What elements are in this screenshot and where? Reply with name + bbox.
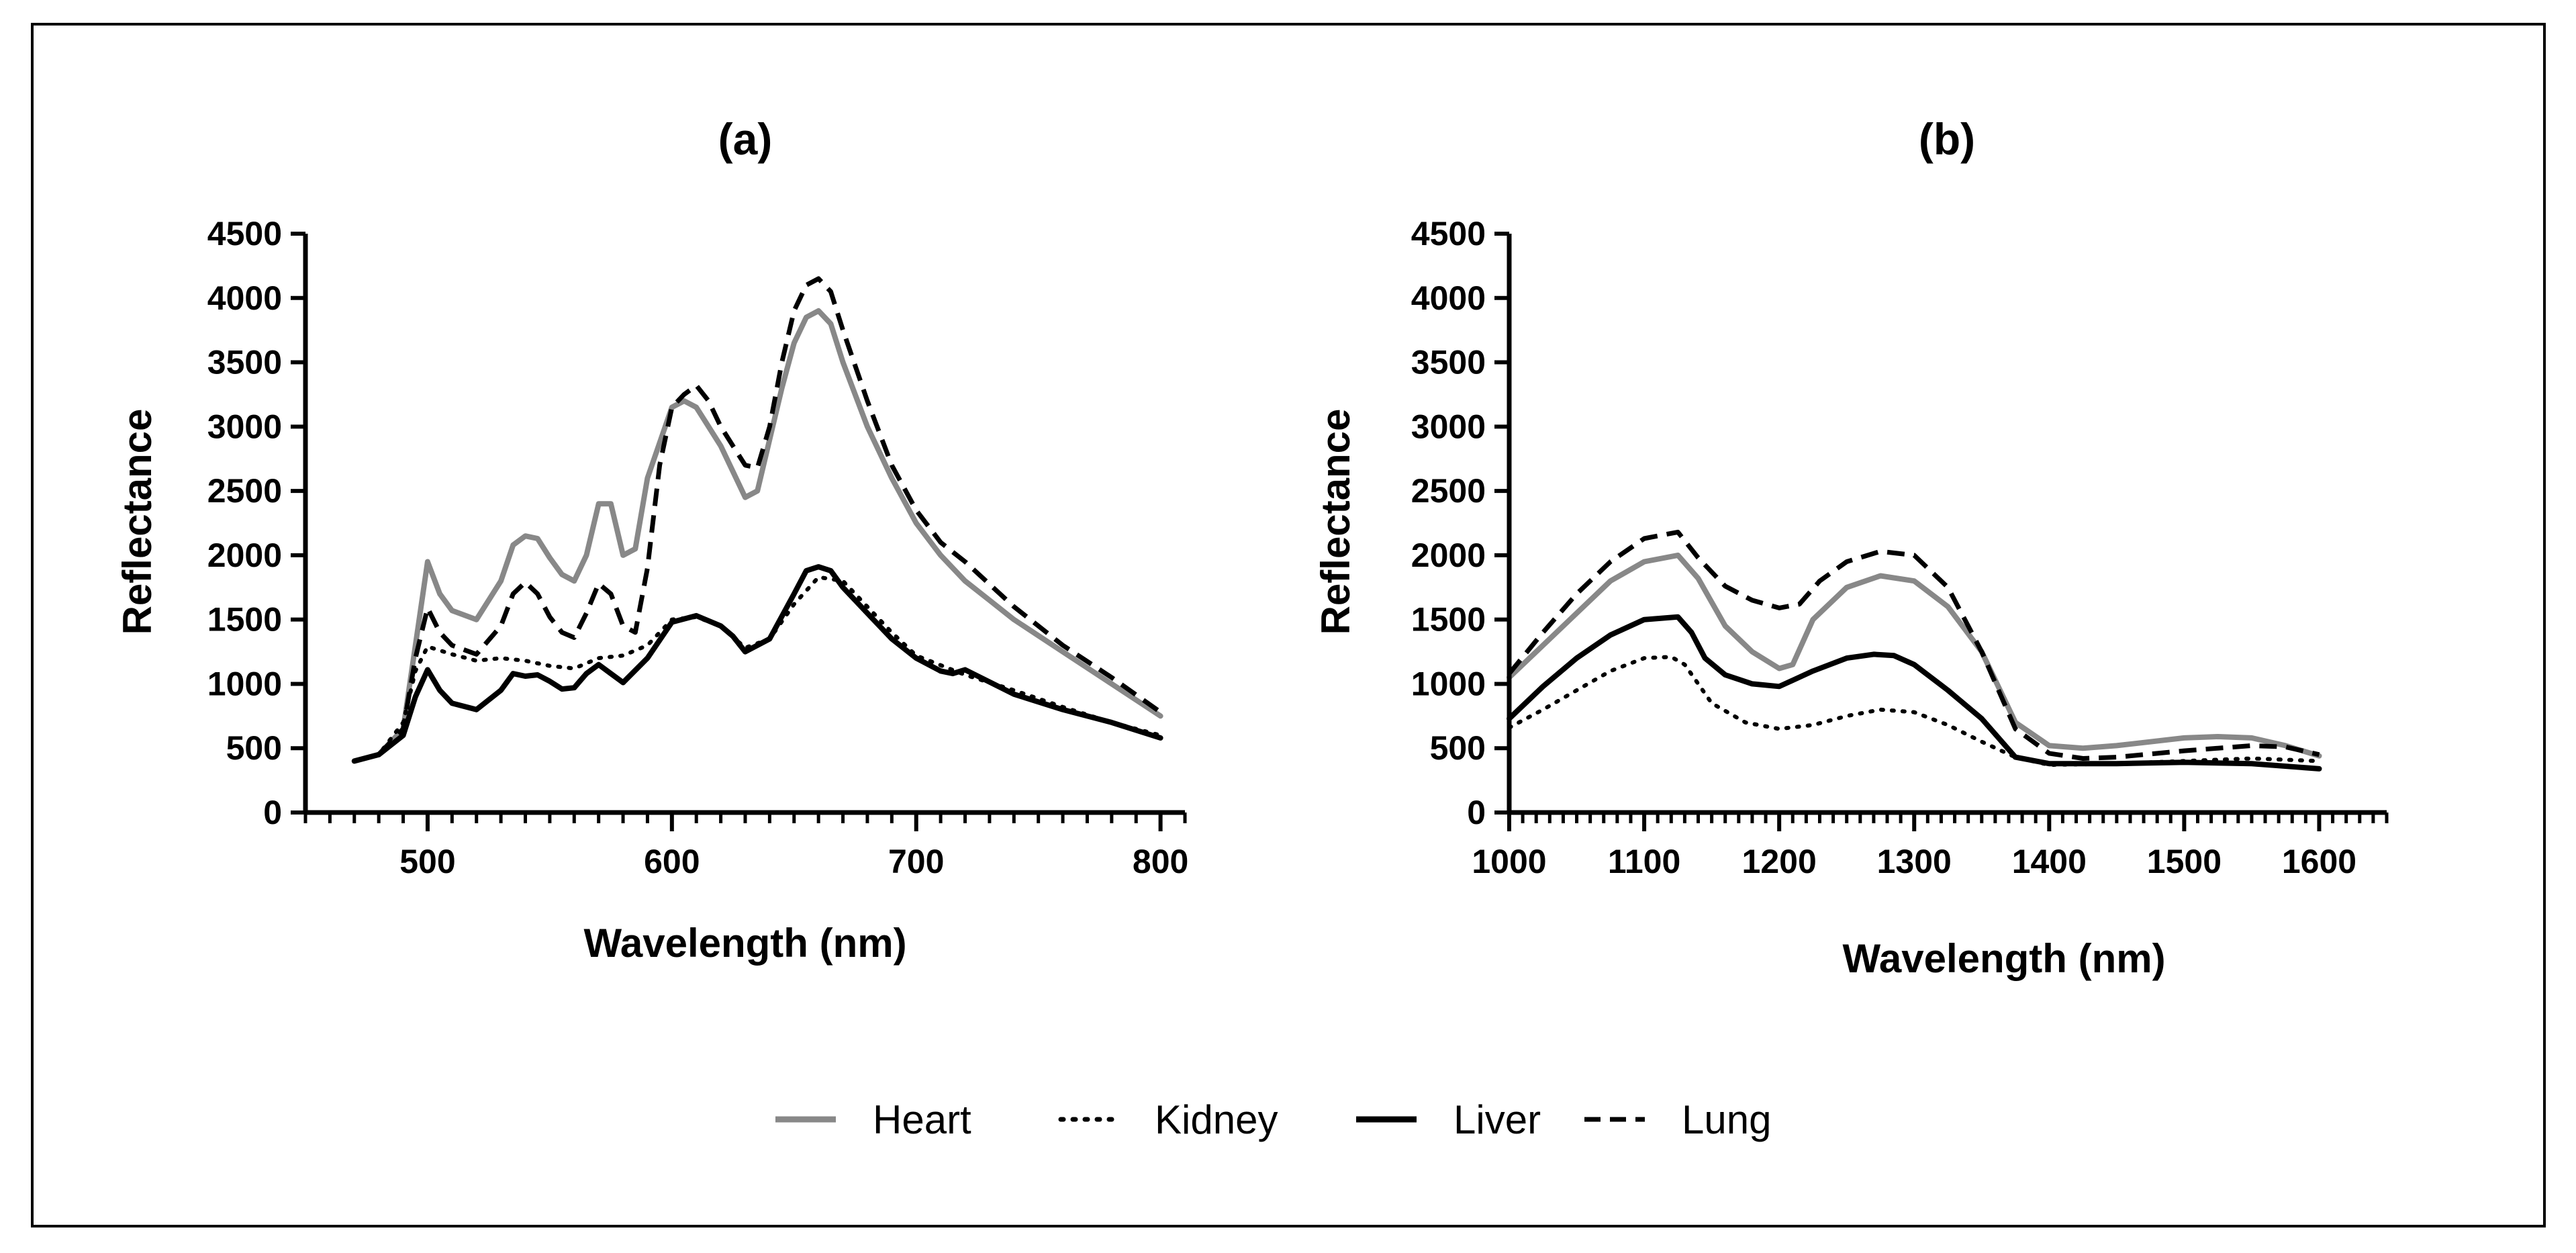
chart-a-ylabel: Reflectance bbox=[115, 409, 160, 635]
chart-b-x-tick-label: 1600 bbox=[2282, 843, 2356, 880]
chart-b-xlabel: Wavelength (nm) bbox=[1842, 936, 2165, 981]
legend-item-kidney: Kidney bbox=[1058, 1097, 1278, 1142]
chart-b-series bbox=[1507, 529, 2322, 772]
chart-b-y-tick-label: 2000 bbox=[1411, 537, 1486, 574]
chart-a-y-tick-label: 0 bbox=[263, 794, 282, 831]
chart-a: (a) Wavelength (nm) Reflectance 0 500 1000… bbox=[115, 114, 1188, 966]
chart-b-y-tick-label: 500 bbox=[1430, 729, 1486, 767]
chart-b-y-tick-label: 1500 bbox=[1411, 601, 1486, 639]
chart-a-axes bbox=[303, 234, 1185, 815]
chart-a-x-tick-label: 500 bbox=[399, 843, 455, 880]
figure-border bbox=[31, 23, 2546, 1227]
chart-a-y-tick-label: 4500 bbox=[207, 215, 282, 252]
legend-label-liver: Liver bbox=[1453, 1097, 1541, 1142]
chart-b: (b) Wavelength (nm) Reflectance 0 500 1000… bbox=[1313, 114, 2389, 981]
legend-label-lung: Lung bbox=[1682, 1097, 1771, 1142]
chart-a-y-tick-label: 3000 bbox=[207, 408, 282, 445]
chart-b-x-tick-label: 1500 bbox=[2147, 843, 2222, 880]
legend-label-heart: Heart bbox=[873, 1097, 971, 1142]
chart-b-series-liver bbox=[1507, 614, 2322, 772]
chart-a-series-heart bbox=[351, 308, 1163, 764]
chart-a-x-tick-label: 700 bbox=[888, 843, 944, 880]
chart-a-series-liver bbox=[351, 564, 1163, 764]
chart-b-series-lung bbox=[1507, 529, 2320, 761]
chart-b-y-tick-label: 3000 bbox=[1411, 408, 1486, 445]
chart-a-y-tick-label: 4000 bbox=[207, 279, 282, 317]
chart-a-y-tick-label: 2500 bbox=[207, 472, 282, 510]
legend-label-kidney: Kidney bbox=[1155, 1097, 1278, 1142]
chart-b-y-tick-label: 4000 bbox=[1411, 279, 1486, 317]
chart-a-title: (a) bbox=[718, 114, 773, 164]
chart-b-y-tick-label: 0 bbox=[1467, 794, 1486, 831]
chart-b-y-tick-label: 2500 bbox=[1411, 472, 1486, 510]
chart-a-x-tick-label: 600 bbox=[644, 843, 700, 880]
chart-b-x-tick-label: 1000 bbox=[1472, 843, 1546, 880]
chart-a-ticks: 0 500 1000 1500 2000 2500 3000 3500 4000 4500 500 6… bbox=[207, 215, 1189, 880]
chart-a-xlabel: Wavelength (nm) bbox=[583, 921, 906, 966]
chart-a-x-tick-label: 800 bbox=[1133, 843, 1188, 880]
chart-b-ylabel: Reflectance bbox=[1313, 409, 1358, 635]
chart-b-y-tick-label: 1000 bbox=[1411, 665, 1486, 702]
legend-item-heart: Heart bbox=[775, 1097, 971, 1142]
chart-a-y-tick-label: 1500 bbox=[207, 601, 282, 639]
chart-a-series bbox=[351, 276, 1163, 764]
legend: Heart Kidney Liver Lung bbox=[775, 1097, 1771, 1142]
chart-a-y-tick-label: 1000 bbox=[207, 665, 282, 702]
chart-a-series-lung bbox=[353, 276, 1162, 763]
legend-item-liver: Liver bbox=[1356, 1097, 1541, 1142]
chart-a-y-tick-label: 2000 bbox=[207, 537, 282, 574]
chart-b-title: (b) bbox=[1919, 114, 1975, 164]
legend-item-lung: Lung bbox=[1584, 1097, 1771, 1142]
chart-b-y-tick-label: 4500 bbox=[1411, 215, 1486, 252]
chart-b-series-heart bbox=[1507, 552, 2322, 759]
chart-b-ticks: 0 500 1000 1500 2000 2500 3000 3500 4000 4500 1000… bbox=[1411, 215, 2389, 880]
chart-b-x-tick-label: 1100 bbox=[1608, 843, 1680, 880]
chart-a-series-kidney bbox=[352, 575, 1163, 763]
chart-b-x-tick-label: 1200 bbox=[1742, 843, 1817, 880]
chart-b-series-kidney bbox=[1507, 655, 2322, 768]
chart-b-x-tick-label: 1300 bbox=[1877, 843, 1952, 880]
chart-a-y-tick-label: 3500 bbox=[207, 344, 282, 381]
chart-b-axes bbox=[1507, 234, 2387, 815]
chart-b-y-tick-label: 3500 bbox=[1411, 344, 1486, 381]
chart-a-y-tick-label: 500 bbox=[226, 729, 282, 767]
chart-b-x-tick-label: 1400 bbox=[2012, 843, 2087, 880]
